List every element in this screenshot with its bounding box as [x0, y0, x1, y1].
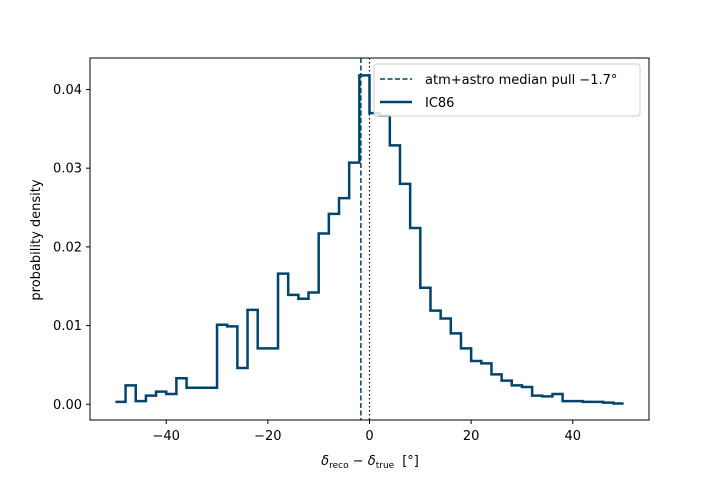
y-tick-label: 0.00 [53, 398, 82, 413]
legend-box [373, 63, 641, 117]
legend: atm+astro median pull −1.7° IC86 [373, 63, 641, 117]
x-tick-label: −40 [153, 429, 180, 444]
y-tick-label: 0.04 [53, 83, 82, 98]
x-tick-label: 20 [463, 429, 480, 444]
x-label-minus: − [349, 454, 368, 469]
x-axis: −40 −20 0 20 40 [153, 420, 581, 444]
y-axis: 0.00 0.01 0.02 0.03 0.04 [53, 83, 90, 413]
x-tick-label: 0 [365, 429, 373, 444]
y-axis-label: probability density [29, 179, 44, 300]
x-label-delta-2: δ [368, 454, 376, 469]
x-label-unit: [°] [402, 454, 419, 469]
x-tick-label: −20 [254, 429, 281, 444]
x-label-delta-1: δ [321, 454, 329, 469]
legend-median-label: atm+astro median pull −1.7° [425, 73, 617, 88]
series-ic86-histogram [115, 74, 624, 405]
x-label-sub-true: true [376, 461, 395, 471]
x-axis-label: δreco − δtrue [°] [321, 454, 419, 471]
x-label-sub-reco: reco [329, 461, 349, 471]
x-tick-label: 40 [564, 429, 581, 444]
y-tick-label: 0.01 [53, 319, 82, 334]
y-tick-label: 0.02 [53, 240, 82, 255]
legend-ic86-label: IC86 [425, 96, 454, 111]
y-tick-label: 0.03 [53, 162, 82, 177]
